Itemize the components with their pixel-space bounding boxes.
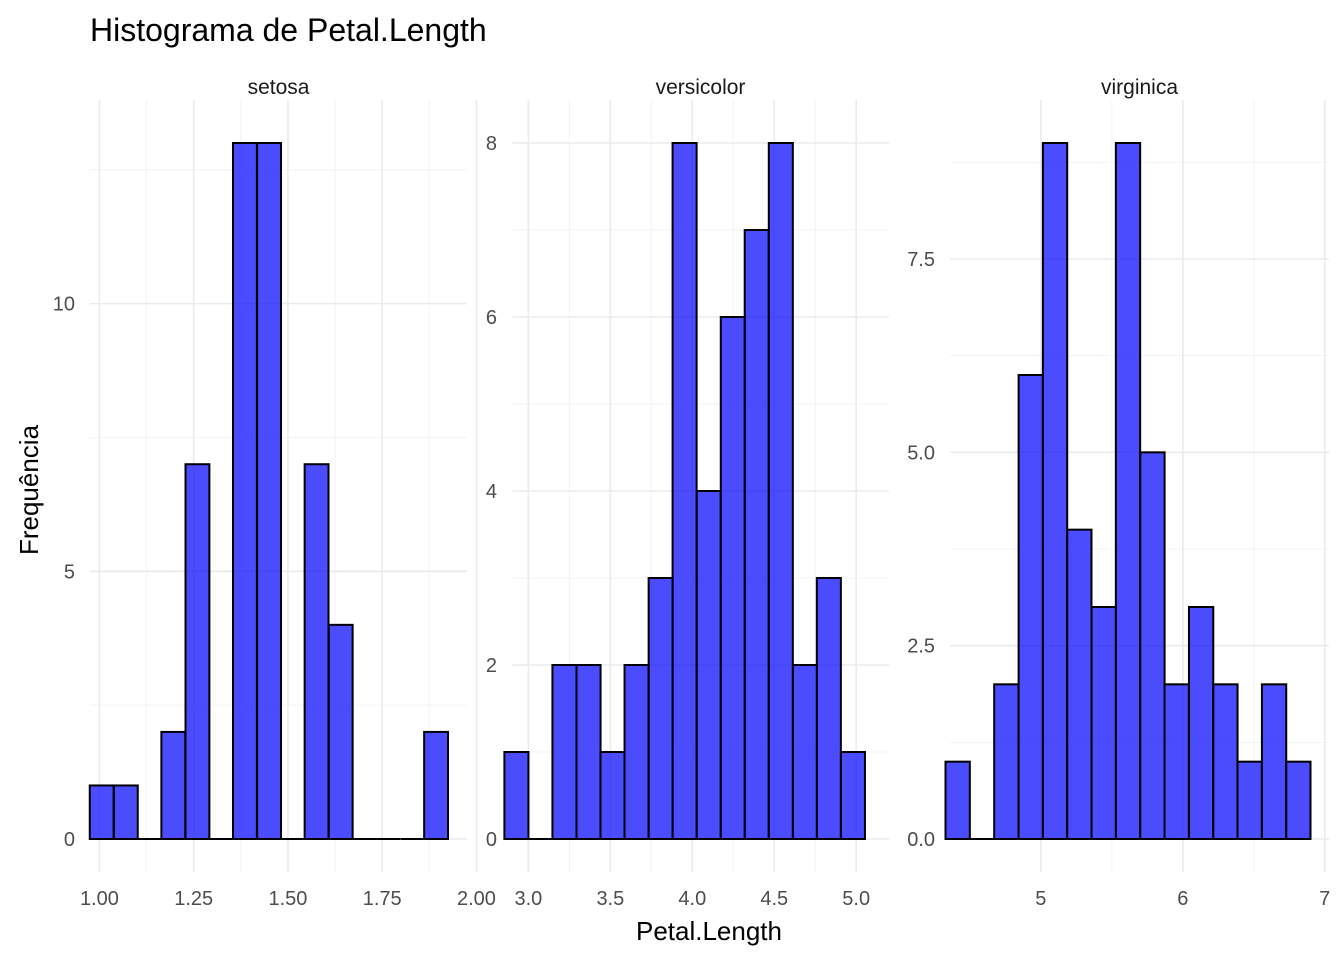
- x-tick-label: 7: [1319, 888, 1330, 910]
- histogram-bar: [1187, 606, 1215, 840]
- histogram-bar: [256, 142, 283, 840]
- histogram-bar: [423, 730, 450, 841]
- chart-title: Histograma de Petal.Length: [90, 12, 487, 48]
- histogram-bar: [993, 683, 1020, 840]
- histogram-bar: [815, 577, 842, 840]
- panel-virginica: virginica 0.0 2.5 5.0 7.5 5 6 7: [907, 76, 1330, 910]
- y-tick-label: 10: [53, 294, 75, 316]
- histogram-bar: [160, 730, 187, 841]
- histogram-bar: [1041, 142, 1069, 840]
- y-tick-label: 0: [64, 829, 75, 851]
- histogram-bar: [503, 751, 530, 840]
- histogram-bar: [1285, 760, 1312, 841]
- histogram-bar: [599, 751, 626, 840]
- histogram-bar: [647, 577, 674, 840]
- histogram-bar: [1066, 528, 1093, 841]
- histogram-bar: [551, 664, 578, 840]
- histogram-bar: [791, 664, 818, 840]
- histogram-bar: [695, 490, 722, 840]
- y-tick-label: 0.0: [907, 829, 935, 851]
- x-tick-label: 5.0: [842, 888, 870, 910]
- x-tick-label: 1.00: [80, 888, 119, 910]
- x-tick-label: 4.0: [678, 888, 706, 910]
- y-tick-label: 8: [486, 133, 497, 155]
- histogram-bar: [327, 623, 354, 840]
- y-tick-label: 5: [64, 561, 75, 583]
- facet-strip-label: virginica: [1101, 76, 1178, 99]
- histogram-bar: [1260, 683, 1288, 840]
- histogram-bar: [1114, 142, 1142, 840]
- histogram-bar: [303, 463, 330, 840]
- histogram-bar: [1236, 760, 1263, 841]
- x-tick-label: 2.00: [457, 888, 496, 910]
- histogram-bar: [575, 664, 602, 840]
- histogram-bar: [743, 229, 770, 840]
- y-tick-label: 4: [486, 481, 497, 503]
- y-tick-label: 5.0: [907, 442, 935, 464]
- histogram-bar: [1212, 683, 1239, 840]
- x-tick-label: 5: [1035, 888, 1046, 910]
- histogram-bar: [719, 316, 746, 840]
- facet-strip-label: versicolor: [656, 76, 746, 99]
- y-tick-label: 2.5: [907, 636, 935, 658]
- x-tick-label: 4.5: [760, 888, 788, 910]
- facet-strip-label: setosa: [248, 76, 310, 99]
- x-axis-title: Petal.Length: [636, 916, 782, 946]
- histogram-bar: [1017, 374, 1044, 840]
- histogram-bar: [623, 664, 650, 840]
- x-tick-label: 1.25: [174, 888, 213, 910]
- y-tick-label: 6: [486, 307, 497, 329]
- x-tick-label: 6: [1177, 888, 1188, 910]
- histogram-bar: [767, 142, 794, 840]
- x-tick-label: 3.0: [514, 888, 542, 910]
- histogram-bar: [88, 784, 115, 841]
- y-tick-label: 2: [486, 655, 497, 677]
- histogram-bar: [1163, 683, 1190, 840]
- histogram-bar: [671, 142, 698, 840]
- x-tick-label: 3.5: [596, 888, 624, 910]
- histogram-bar: [232, 142, 258, 840]
- histogram-bar: [944, 760, 971, 841]
- histogram-bar: [112, 784, 139, 841]
- panel-setosa: setosa 0 5 10 1.00 1.25 1.50 1.75 2.00: [53, 76, 496, 910]
- panel-versicolor: versicolor 0 2 4 6 8 3.0 3.5 4.0 4.5 5.0: [486, 76, 889, 910]
- y-axis-title: Frequência: [14, 424, 44, 555]
- y-tick-label: 7.5: [907, 249, 935, 271]
- y-tick-label: 0: [486, 829, 497, 851]
- histogram-bar: [1139, 451, 1166, 840]
- histogram-bar: [1090, 606, 1117, 840]
- x-tick-label: 1.50: [268, 888, 307, 910]
- histogram-bar: [839, 751, 866, 840]
- histogram-bar: [184, 463, 211, 840]
- x-tick-label: 1.75: [363, 888, 402, 910]
